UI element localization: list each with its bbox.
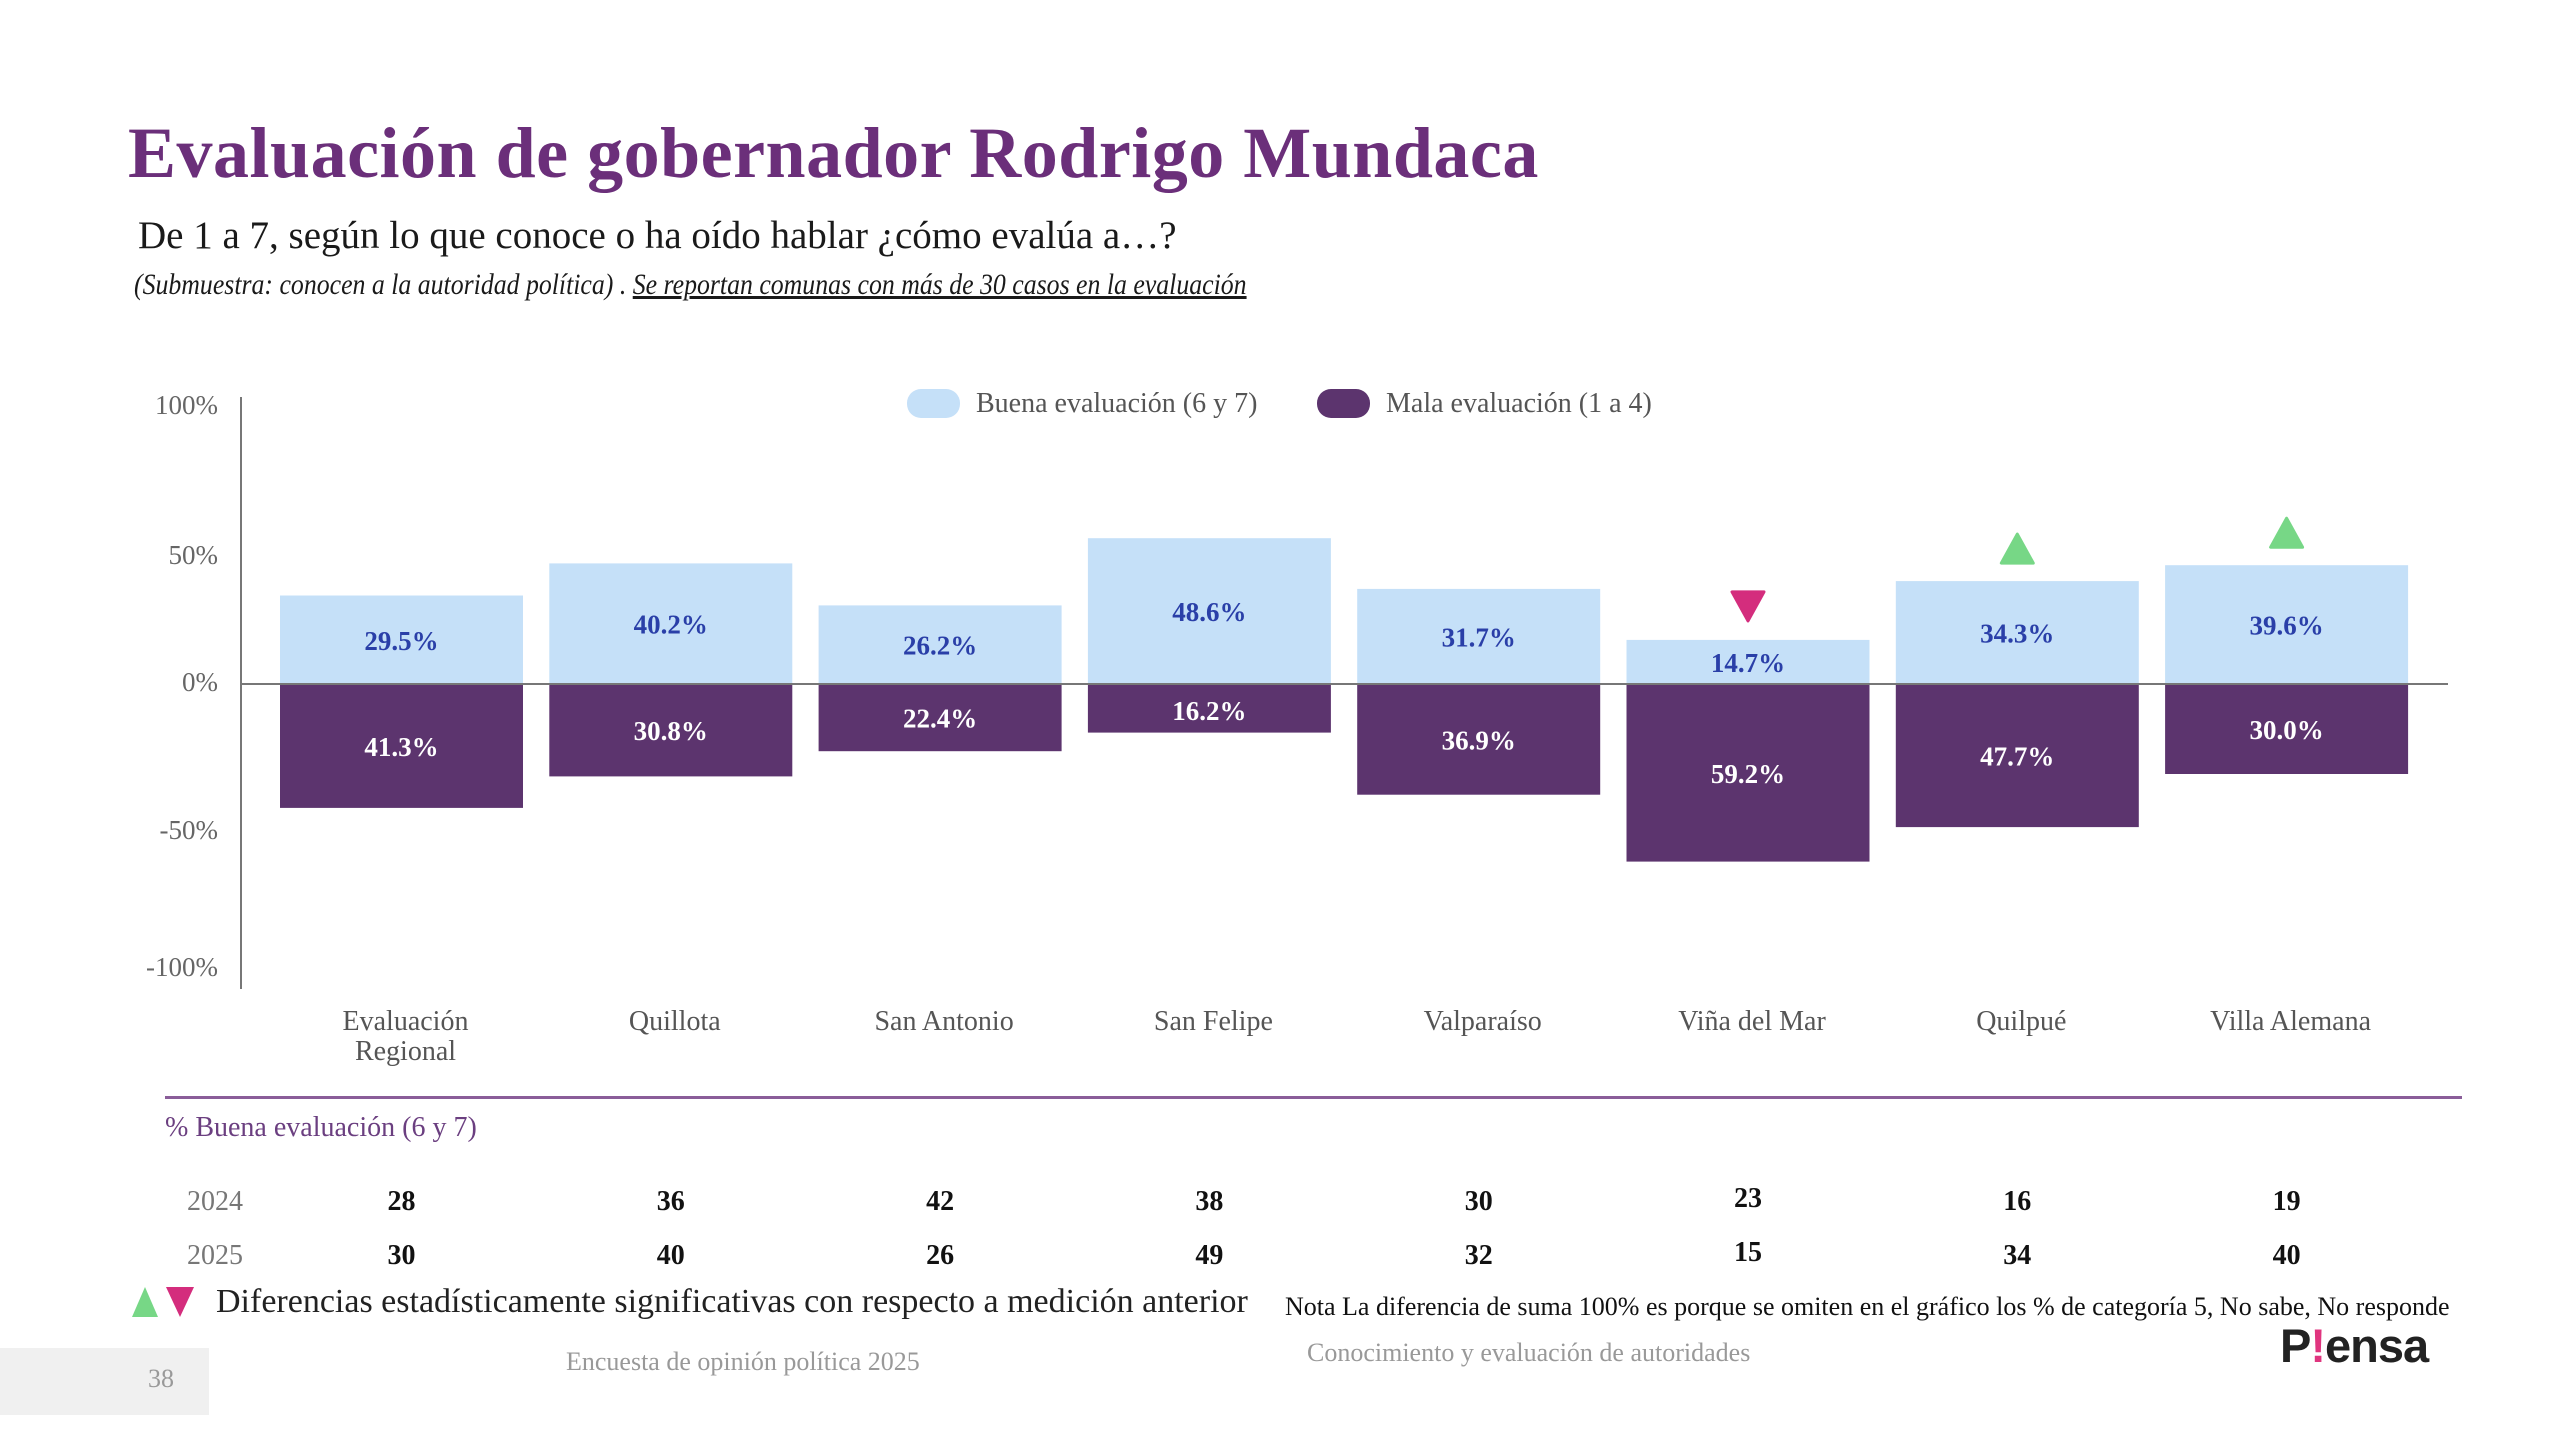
- category-label: Villa Alemana: [2210, 1006, 2371, 1037]
- category-label: San Felipe: [1154, 1006, 1273, 1037]
- bar-bad: [549, 684, 793, 777]
- category-label: Quilpué: [1976, 1006, 2066, 1037]
- logo-p: P: [2280, 1319, 2311, 1372]
- table-cell: 42: [926, 1186, 955, 1217]
- bar-value-labels: 29.5% 41.3% 40.2% 30.8% 26.2% 22.4% 48.6% 16.2%…: [364, 597, 2323, 789]
- table-cell: 30: [1464, 1186, 1493, 1217]
- bar-good: [818, 605, 1062, 684]
- y-tick-label: -50%: [160, 815, 218, 845]
- data-label-bad: 22.4%: [903, 704, 977, 734]
- category-label: Quillota: [629, 1006, 721, 1037]
- table-cell: 23: [1734, 1183, 1762, 1214]
- bar-good: [1626, 639, 1870, 684]
- diverging-bar-chart: Buena evaluación (6 y 7) Mala evaluación…: [146, 388, 2448, 1067]
- table-year-label: 2025: [187, 1240, 243, 1271]
- bar-good: [2165, 565, 2409, 684]
- legend-swatch-bad: [1317, 389, 1370, 418]
- bar-bad: [818, 684, 1062, 752]
- data-label-good: 48.6%: [1172, 597, 1246, 627]
- table-cell: 36: [656, 1186, 685, 1217]
- data-label-good: 31.7%: [1442, 622, 1516, 652]
- table-cell: 40: [656, 1240, 685, 1271]
- table-cell: 49: [1195, 1240, 1224, 1271]
- bar-bad: [1087, 684, 1331, 733]
- category-label: Viña del Mar: [1678, 1006, 1826, 1037]
- legend-label-bad: Mala evaluación (1 a 4): [1386, 388, 1652, 419]
- y-tick-label: -100%: [146, 952, 218, 982]
- page-number: 38: [148, 1364, 174, 1393]
- data-label-bad: 30.0%: [2249, 715, 2323, 745]
- table-cell: 40: [2272, 1240, 2301, 1271]
- data-label-good: 26.2%: [903, 631, 977, 661]
- piensa-logo: P!ensa: [2280, 1318, 2429, 1373]
- table-cell: 28: [387, 1186, 416, 1217]
- triangle-down-icon: [166, 1287, 194, 1317]
- bar-good: [1357, 588, 1601, 684]
- data-label-good: 29.5%: [364, 626, 438, 656]
- bar-good: [1895, 581, 2139, 684]
- category-label: Valparaíso: [1424, 1006, 1542, 1037]
- table-divider: [165, 1096, 2462, 1099]
- table-cell: 19: [2272, 1186, 2301, 1217]
- data-label-bad: 36.9%: [1442, 725, 1516, 755]
- page-title: Evaluación de gobernador Rodrigo Mundaca: [128, 113, 1539, 193]
- section-name: Conocimiento y evaluación de autoridades: [1307, 1338, 1751, 1367]
- category-label: Regional: [355, 1036, 456, 1067]
- table-cell: 38: [1195, 1186, 1224, 1217]
- data-label-bad: 41.3%: [364, 732, 438, 762]
- subsample-note: (Submuestra: conocen a la autoridad polí…: [134, 268, 1247, 302]
- bars: [280, 538, 2409, 862]
- data-label-good: 14.7%: [1711, 648, 1785, 678]
- bar-bad: [1626, 684, 1870, 862]
- table-title: % Buena evaluación (6 y 7): [165, 1112, 477, 1143]
- survey-name: Encuesta de opinión política 2025: [566, 1347, 920, 1376]
- bar-good: [549, 563, 793, 684]
- logo-exclamation: !: [2310, 1319, 2326, 1372]
- y-tick-label: 50%: [169, 540, 219, 570]
- subsample-text: (Submuestra: conocen a la autoridad polí…: [134, 268, 633, 301]
- category-label: San Antonio: [874, 1006, 1013, 1037]
- table-year-label: 2024: [187, 1186, 243, 1217]
- legend-swatch-good: [907, 389, 960, 418]
- bar-bad: [2165, 684, 2409, 774]
- triangle-up-icon: [132, 1287, 158, 1317]
- y-tick-label: 0%: [182, 667, 218, 697]
- table-cell: 34: [2003, 1240, 2032, 1271]
- significance-markers: [1730, 516, 2305, 623]
- bar-bad: [1895, 684, 2139, 828]
- y-tick-label: 100%: [155, 390, 218, 420]
- table-cell: 30: [387, 1240, 416, 1271]
- significance-legend: Diferencias estadísticamente significati…: [132, 1283, 1248, 1321]
- data-label-bad: 59.2%: [1711, 759, 1785, 789]
- bar-bad: [1357, 684, 1601, 795]
- table-cell: 16: [2003, 1186, 2032, 1217]
- category-label: Evaluación: [343, 1006, 469, 1037]
- triangle-down-icon: [1730, 590, 1766, 623]
- table-cell: 32: [1464, 1240, 1493, 1271]
- survey-question: De 1 a 7, según lo que conoce o ha oído …: [138, 214, 1177, 257]
- table-cell: 26: [926, 1240, 955, 1271]
- y-axis-ticks: 100% 50% 0% -50% -100%: [146, 390, 218, 982]
- significance-text: Diferencias estadísticamente significati…: [216, 1283, 1248, 1320]
- data-label-good: 39.6%: [2249, 611, 2323, 641]
- chart-legend: Buena evaluación (6 y 7) Mala evaluación…: [907, 388, 1652, 419]
- legend-label-good: Buena evaluación (6 y 7): [976, 388, 1257, 419]
- data-label-bad: 47.7%: [1980, 742, 2054, 772]
- bar-good: [1087, 538, 1331, 684]
- triangle-up-icon: [2269, 516, 2305, 549]
- footnote: Nota La diferencia de suma 100% es porqu…: [1285, 1292, 2450, 1321]
- data-label-good: 34.3%: [1980, 619, 2054, 649]
- data-label-bad: 16.2%: [1172, 696, 1246, 726]
- comunas-note: Se reportan comunas con más de 30 casos …: [632, 268, 1247, 301]
- data-label-bad: 30.8%: [634, 716, 708, 746]
- table-cell: 15: [1734, 1237, 1762, 1268]
- bar-good: [280, 595, 523, 684]
- bar-bad: [280, 684, 523, 808]
- page-number-box: [0, 1348, 209, 1415]
- data-label-good: 40.2%: [634, 610, 708, 640]
- logo-rest: ensa: [2325, 1319, 2429, 1372]
- triangle-up-icon: [1999, 532, 2035, 565]
